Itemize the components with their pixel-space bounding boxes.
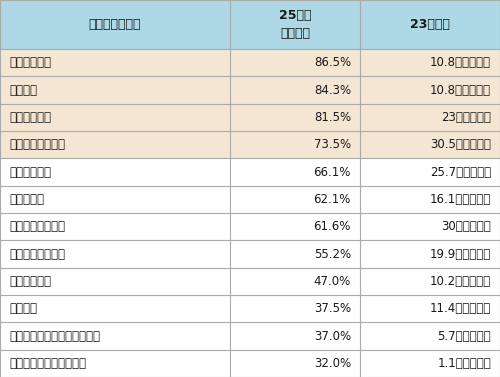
Text: 86.5%: 86.5%	[314, 56, 351, 69]
Bar	[0, 158, 500, 185]
Text: 47.0%: 47.0%	[314, 275, 351, 288]
Text: 通信手段: 通信手段	[9, 84, 37, 97]
Text: 11.4ポイント増: 11.4ポイント増	[430, 302, 491, 315]
Text: 経営資源の種類: 経営資源の種類	[89, 18, 142, 31]
Text: 19.9ポイント増: 19.9ポイント増	[430, 248, 491, 261]
Text: 10.8ポイント増: 10.8ポイント増	[430, 84, 491, 97]
Text: 73.5%: 73.5%	[314, 138, 351, 151]
Text: 1.1ポイント減: 1.1ポイント減	[437, 357, 491, 370]
Text: 16.1ポイント増: 16.1ポイント増	[430, 193, 491, 206]
Bar	[0, 295, 500, 322]
Text: 37.0%: 37.0%	[314, 329, 351, 342]
Bar	[0, 131, 500, 158]
Text: 37.5%: 37.5%	[314, 302, 351, 315]
Text: 装置・機械・器具: 装置・機械・器具	[9, 248, 65, 261]
Text: 66.1%: 66.1%	[314, 166, 351, 178]
Text: 23年度比: 23年度比	[410, 18, 450, 31]
Text: 輸送手段（物流）: 輸送手段（物流）	[9, 220, 65, 233]
Text: 工場・施設: 工場・施設	[9, 193, 44, 206]
Text: 61.6%: 61.6%	[314, 220, 351, 233]
Text: 5.7ポイント増: 5.7ポイント増	[438, 329, 491, 342]
Text: 25年度
調査結果: 25年度 調査結果	[279, 9, 312, 40]
Bar	[0, 49, 500, 77]
Text: 事務所・店舗: 事務所・店舗	[9, 166, 51, 178]
Text: 決済手段: 決済手段	[9, 302, 37, 315]
Bar	[0, 268, 500, 295]
Text: 外部インフラ: 外部インフラ	[9, 111, 51, 124]
Bar	[0, 77, 500, 104]
Text: 30ポイント増: 30ポイント増	[442, 220, 491, 233]
Bar	[0, 213, 500, 241]
Text: 23ポイント増: 23ポイント増	[441, 111, 491, 124]
Text: 特殊技能を有する従業員: 特殊技能を有する従業員	[9, 357, 86, 370]
Text: 情報システム: 情報システム	[9, 56, 51, 69]
Text: 10.2ポイント増: 10.2ポイント増	[430, 275, 491, 288]
Text: 81.5%: 81.5%	[314, 111, 351, 124]
Text: 30.5ポイント増: 30.5ポイント増	[430, 138, 491, 151]
Text: 32.0%: 32.0%	[314, 357, 351, 370]
Text: 55.2%: 55.2%	[314, 248, 351, 261]
Bar	[0, 185, 500, 213]
Bar	[0, 104, 500, 131]
Bar	[0, 350, 500, 377]
Text: 62.1%: 62.1%	[314, 193, 351, 206]
Text: データ・重要文書: データ・重要文書	[9, 138, 65, 151]
Bar	[0, 0, 500, 49]
Text: 10.8ポイント増: 10.8ポイント増	[430, 56, 491, 69]
Bar	[0, 241, 500, 268]
Text: 84.3%: 84.3%	[314, 84, 351, 97]
Bar	[0, 322, 500, 350]
Text: 材料・部品等: 材料・部品等	[9, 275, 51, 288]
Text: 自家用発電機、水処理設備等: 自家用発電機、水処理設備等	[9, 329, 100, 342]
Text: 25.7ポイント増: 25.7ポイント増	[430, 166, 491, 178]
